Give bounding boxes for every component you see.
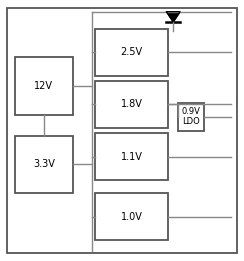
Bar — [178, 103, 204, 130]
Bar — [95, 81, 168, 128]
Text: 1.0V: 1.0V — [121, 212, 143, 222]
Polygon shape — [166, 12, 180, 22]
Bar — [15, 136, 73, 193]
Text: 1.8V: 1.8V — [121, 99, 143, 109]
Text: 1.1V: 1.1V — [121, 152, 143, 162]
Text: 2.5V: 2.5V — [121, 47, 143, 57]
Text: 12V: 12V — [34, 81, 53, 91]
Bar — [15, 57, 73, 115]
Bar — [95, 29, 168, 76]
Text: 0.9V
LDO: 0.9V LDO — [182, 107, 200, 127]
Bar — [95, 133, 168, 180]
Bar — [95, 193, 168, 240]
Text: 3.3V: 3.3V — [33, 159, 55, 169]
